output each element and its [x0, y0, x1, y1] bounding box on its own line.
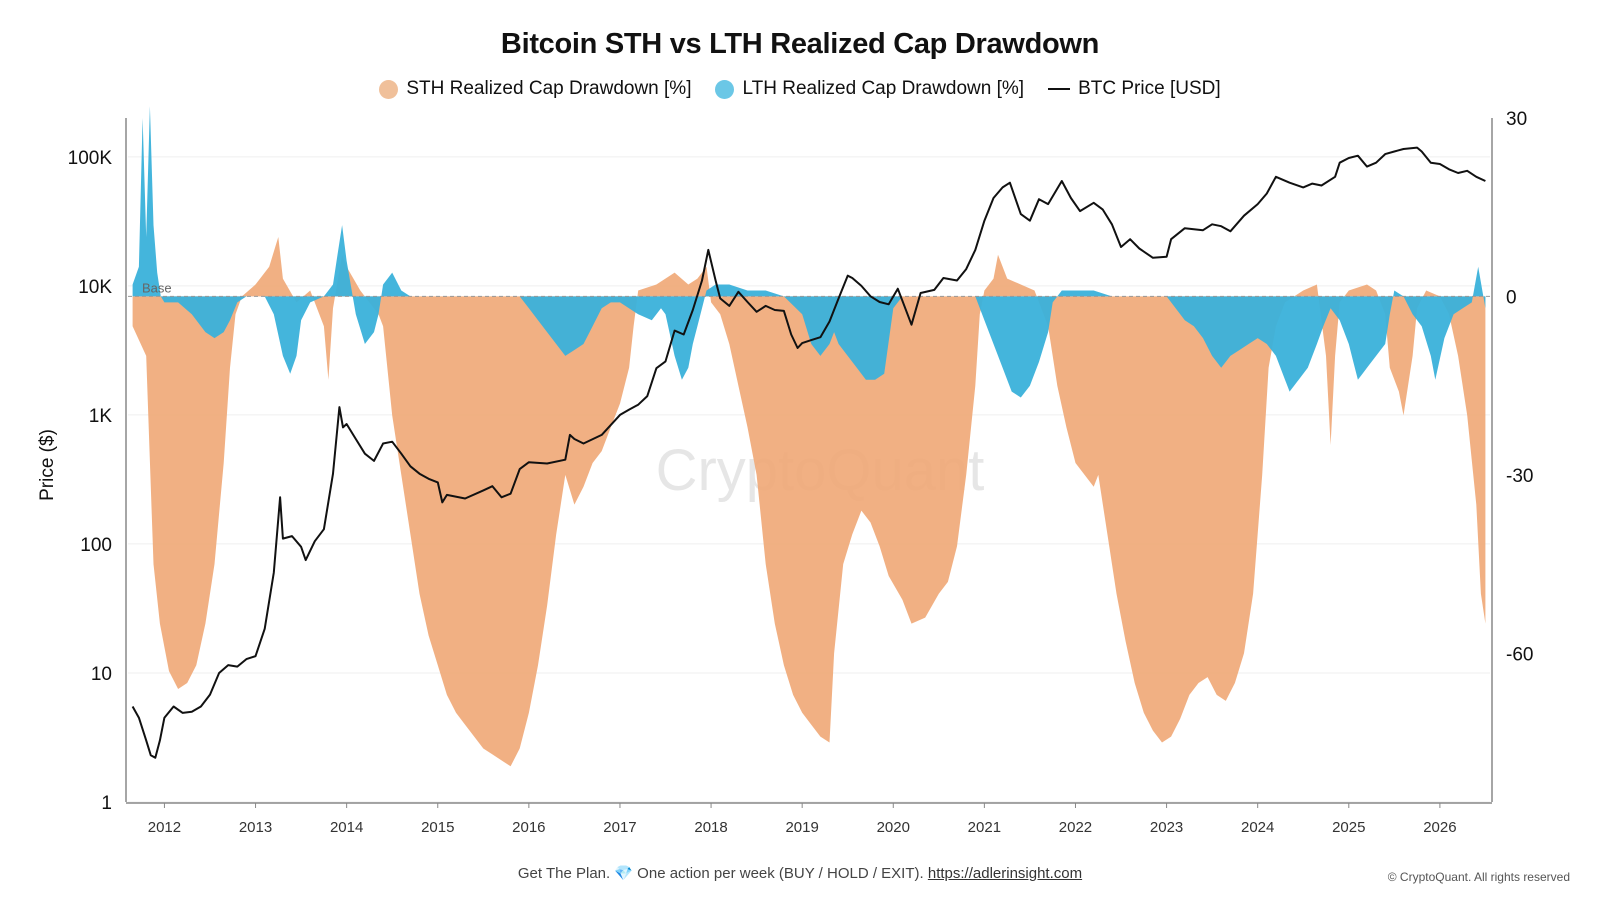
y-tick-label: 1 [101, 793, 112, 814]
x-tick-label: 2025 [1332, 819, 1365, 836]
x-tick-label: 2017 [603, 819, 636, 836]
legend-item-price[interactable]: BTC Price [USD] [1048, 78, 1221, 100]
axes-layer: 1 10 100 1K 10K 100K 30 0 -30 -60 2012 2013 2014 2015… [68, 109, 1534, 836]
sth-area-layer [132, 237, 1486, 767]
legend-label-price: BTC Price [USD] [1078, 78, 1221, 99]
x-tick-label: 2018 [694, 819, 727, 836]
x-tick-label: 2016 [512, 819, 545, 836]
footer-link[interactable]: https://adlerinsight.com [927, 865, 1083, 882]
base-label: Base [142, 280, 172, 295]
y-tick-label: 100K [68, 148, 113, 169]
x-tick-label: 2026 [1423, 819, 1456, 836]
y2-tick-label: -30 [1506, 466, 1533, 487]
x-tick-label: 2019 [785, 819, 818, 836]
legend-swatch-sth [379, 79, 399, 99]
y2-tick-label: 30 [1506, 109, 1527, 130]
price-line-layer [131, 146, 1486, 759]
y2-tick-label: -60 [1506, 644, 1533, 665]
y-tick-label: 10K [78, 277, 112, 298]
y-tick-label: 100 [80, 535, 112, 556]
sth-drawdown-area [132, 237, 1486, 767]
y-axis-label: Price ($) [37, 429, 58, 501]
x-tick-label: 2022 [1059, 819, 1092, 836]
footer: Get The Plan. 💎 One action per week (BUY… [0, 864, 1600, 882]
legend-item-lth[interactable]: LTH Realized Cap Drawdown [%] [715, 78, 1024, 100]
legend-swatch-price [1048, 88, 1071, 90]
x-tick-label: 2012 [148, 819, 181, 836]
y2-tick-label: 0 [1506, 287, 1517, 308]
chart-legend: STH Realized Cap Drawdown [%] LTH Realiz… [0, 78, 1600, 100]
copyright: © CryptoQuant. All rights reserved [1387, 870, 1570, 884]
x-tick-label: 2015 [421, 819, 454, 836]
legend-label-sth: STH Realized Cap Drawdown [%] [406, 78, 692, 99]
chart-title: Bitcoin STH vs LTH Realized Cap Drawdown [500, 28, 1100, 60]
x-tick-label: 2023 [1150, 819, 1183, 836]
y-tick-label: 10 [91, 664, 112, 685]
btc-price-line [131, 146, 1486, 759]
footer-text: Get The Plan. 💎 One action per week (BUY… [517, 865, 924, 882]
legend-label-lth: LTH Realized Cap Drawdown [%] [742, 78, 1025, 99]
x-tick-label: 2014 [330, 819, 363, 836]
x-tick-label: 2021 [968, 819, 1001, 836]
y-tick-label: 1K [89, 406, 113, 427]
x-tick-label: 2020 [877, 819, 910, 836]
x-tick-label: 2013 [239, 819, 272, 836]
legend-item-sth[interactable]: STH Realized Cap Drawdown [%] [379, 78, 691, 100]
x-tick-label: 2024 [1241, 819, 1274, 836]
legend-swatch-lth [715, 79, 735, 99]
